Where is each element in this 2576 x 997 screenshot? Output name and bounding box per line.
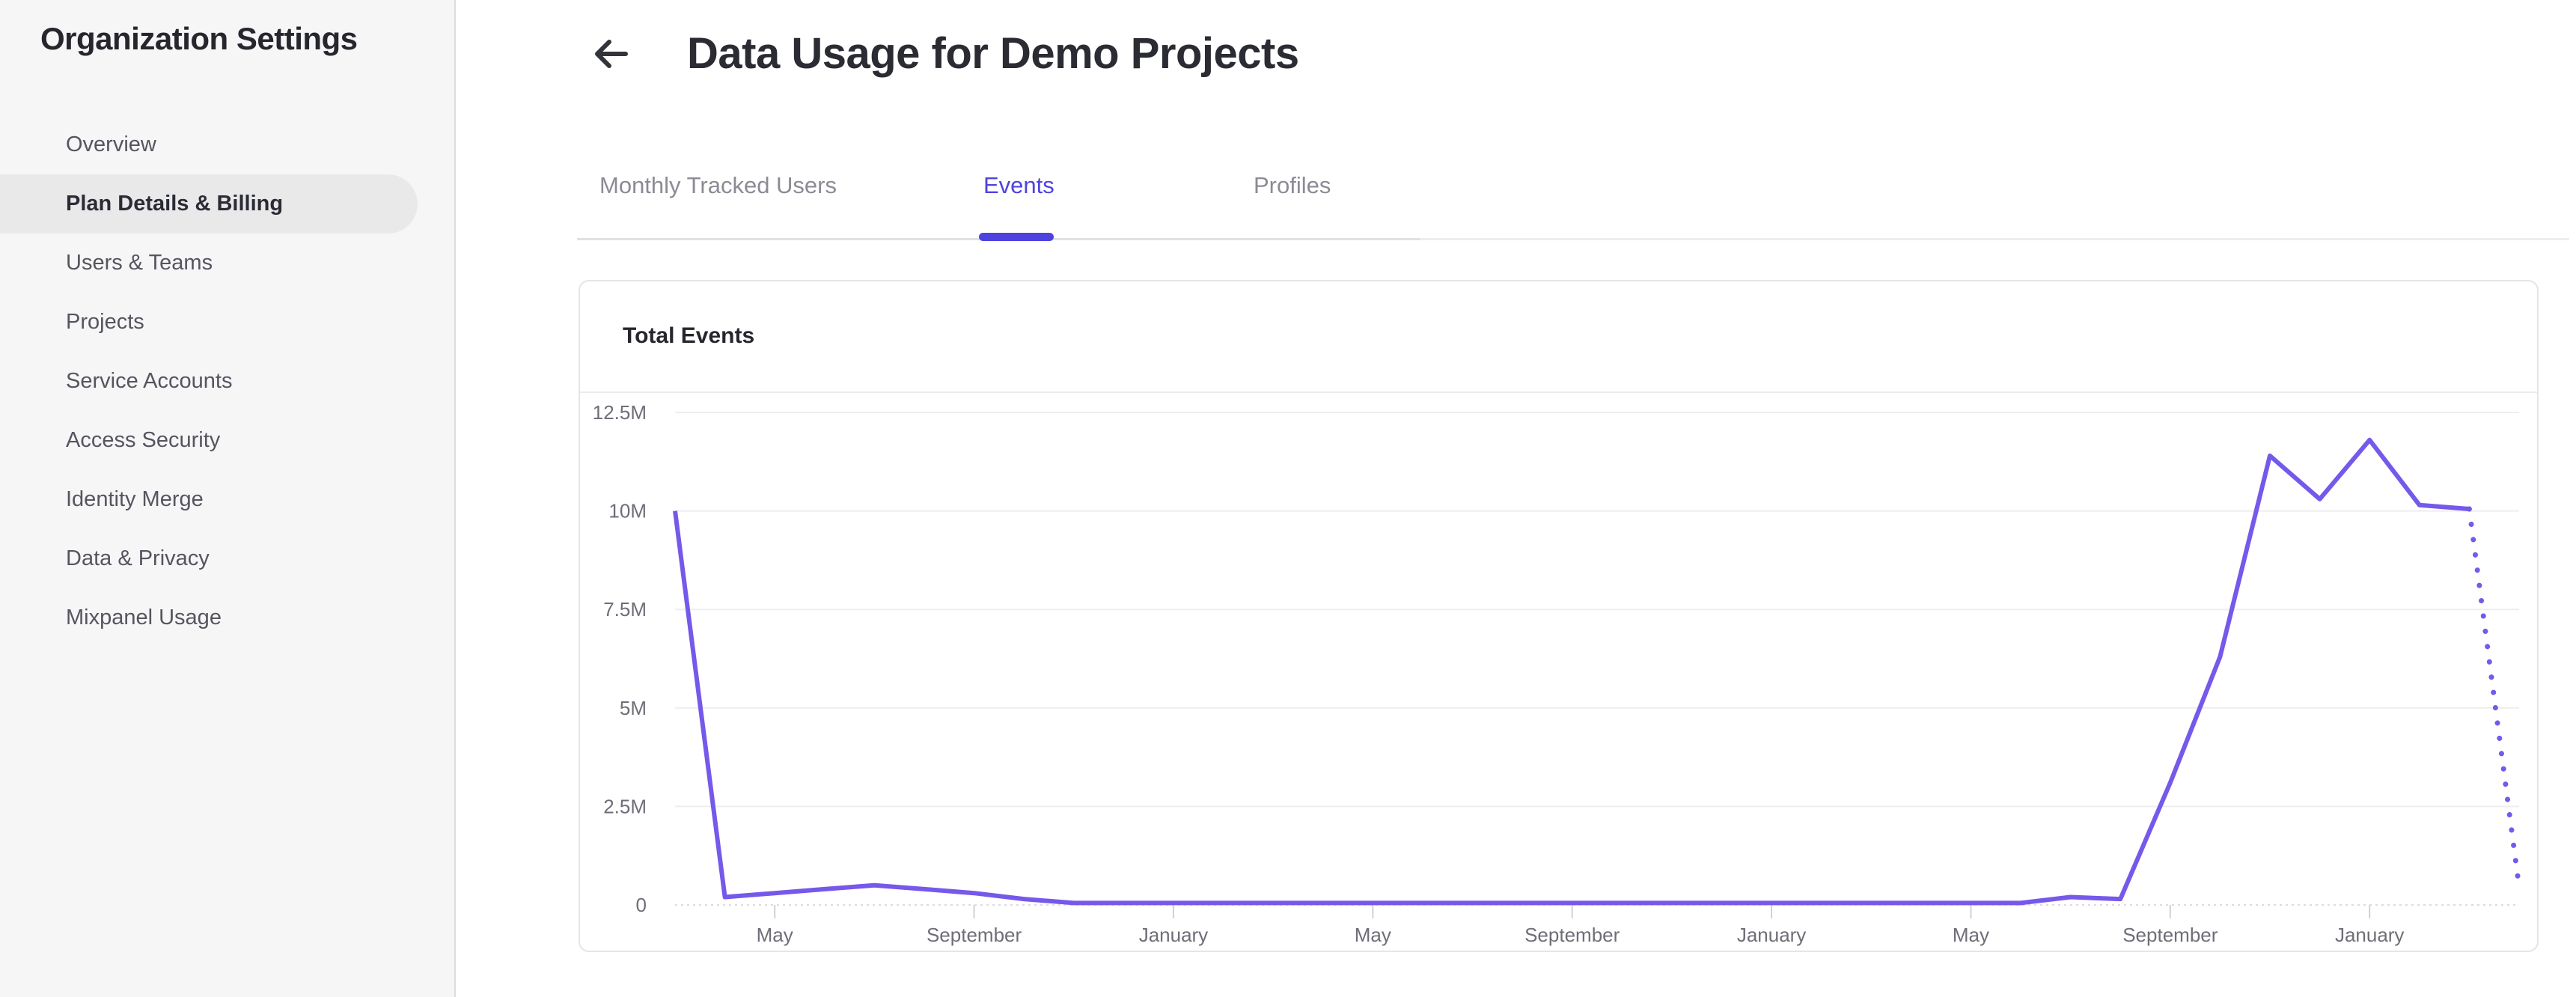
x-axis-tick-label: January <box>1139 924 1209 946</box>
total-events-line-chart[interactable]: 0 2.5M 5M 7.5M 10M 12.5M May September January Ma… <box>580 393 2537 952</box>
y-axis-tick-label: 12.5M <box>593 401 647 424</box>
x-axis-tick-label: January <box>2335 924 2405 946</box>
sidebar-item-service-accounts[interactable]: Service Accounts <box>66 369 233 393</box>
x-axis-tick-label: May <box>1953 924 1989 946</box>
card-header: Total Events <box>580 281 2537 393</box>
page-title: Data Usage for Demo Projects <box>687 29 1299 78</box>
sidebar-item-mixpanel-usage[interactable]: Mixpanel Usage <box>66 606 222 629</box>
sidebar-item-access-security[interactable]: Access Security <box>66 428 221 452</box>
sidebar-item-identity-merge[interactable]: Identity Merge <box>66 487 204 511</box>
sidebar-title: Organization Settings <box>40 21 358 56</box>
sidebar: Organization Settings Overview Plan Detai… <box>0 0 456 997</box>
sidebar-item-projects[interactable]: Projects <box>66 310 144 334</box>
x-axis-tick-label: September <box>2122 924 2218 946</box>
tab-profiles[interactable]: Profiles <box>1254 172 1331 198</box>
y-axis-tick-label: 7.5M <box>603 598 647 621</box>
y-axis-tick-label: 10M <box>608 500 647 522</box>
x-axis-tick-label: May <box>1355 924 1391 946</box>
total-events-line <box>673 437 2470 906</box>
arrow-left-icon <box>595 40 628 68</box>
x-axis-tick-label: January <box>1737 924 1807 946</box>
card-title: Total Events <box>623 323 755 348</box>
x-axis-tick-label: May <box>757 924 793 946</box>
active-tab-underline <box>979 233 1054 241</box>
sidebar-item-users-teams[interactable]: Users & Teams <box>66 251 213 275</box>
total-events-card: Total Events 0 2.5M 5M 7.5M 10M 12.5M May Septe… <box>579 280 2539 952</box>
tab-monthly-tracked-users[interactable]: Monthly Tracked Users <box>599 172 837 198</box>
sidebar-item-overview[interactable]: Overview <box>66 132 156 156</box>
tab-events[interactable]: Events <box>983 172 1054 198</box>
tab-bar: Monthly Tracked Users Events Profiles <box>577 135 1420 240</box>
projected-events-line <box>2466 506 2522 890</box>
y-axis-tick-label: 0 <box>636 894 647 916</box>
back-button[interactable] <box>590 33 632 75</box>
sidebar-item-data-privacy[interactable]: Data & Privacy <box>66 546 210 570</box>
x-axis-tick-label: September <box>1524 924 1620 946</box>
x-axis-tick-label: September <box>927 924 1022 946</box>
tab-divider-extension <box>1420 238 2569 240</box>
y-axis-tick-label: 2.5M <box>603 795 647 817</box>
y-axis-tick-label: 5M <box>620 697 647 719</box>
sidebar-item-plan-details-billing[interactable]: Plan Details & Billing <box>0 174 418 234</box>
sidebar-nav: Overview Plan Details & Billing Users & Te… <box>0 115 456 647</box>
